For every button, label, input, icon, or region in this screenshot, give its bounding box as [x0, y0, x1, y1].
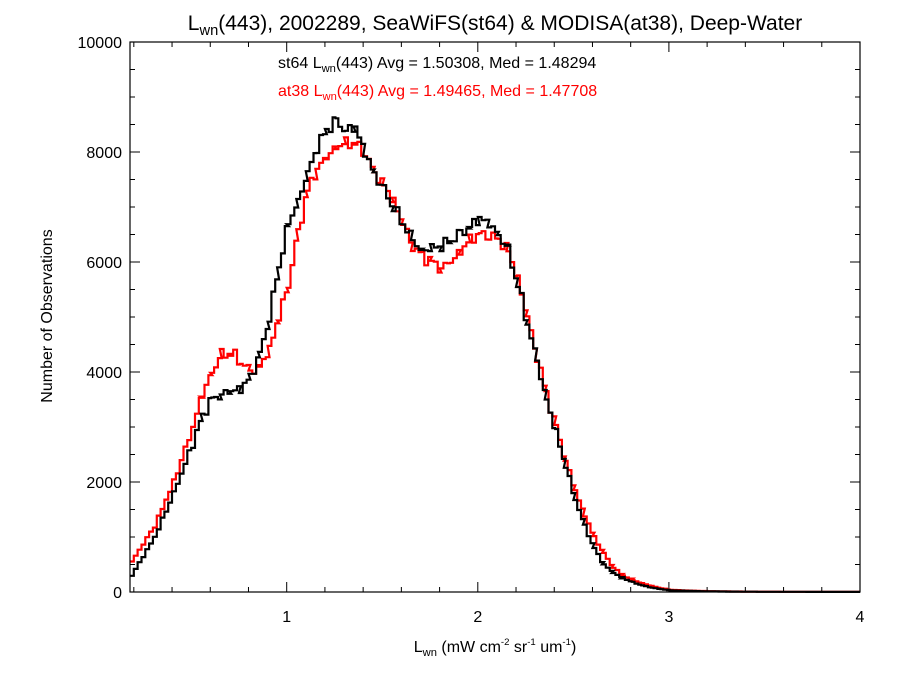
y-tick-label: 10000	[78, 35, 123, 52]
x-axis-label: Lwn (mW cm-2 sr-1 um-1)	[414, 637, 577, 659]
series-label-at38: at38 Lwn(443) Avg = 1.49465, Med = 1.477…	[278, 83, 597, 103]
y-tick-label: 2000	[86, 475, 122, 492]
series-line-at38	[130, 136, 860, 593]
x-tick-label: 2	[473, 609, 482, 626]
x-tick-label: 3	[664, 609, 673, 626]
y-tick-label: 4000	[86, 365, 122, 382]
y-tick-label: 0	[113, 585, 122, 602]
series-layer	[130, 116, 860, 593]
chart-title: Lwn(443), 2002289, SeaWiFS(st64) & MODIS…	[188, 12, 802, 39]
plot-area: 1 2 3 4 0 2000 4000 6000 8000 10000	[78, 35, 865, 626]
y-axis-label: Number of Observations	[39, 229, 56, 402]
y-tick-label: 8000	[86, 145, 122, 162]
axis-ticks: 1 2 3 4 0 2000 4000 6000 8000 10000	[78, 35, 865, 626]
series-label-st64: st64 Lwn(443) Avg = 1.50308, Med = 1.482…	[278, 55, 596, 75]
plot-frame	[129, 41, 861, 593]
series-line-st64	[130, 116, 860, 593]
x-tick-label: 4	[856, 609, 865, 626]
x-tick-label: 1	[282, 609, 291, 626]
y-tick-label: 6000	[86, 255, 122, 272]
